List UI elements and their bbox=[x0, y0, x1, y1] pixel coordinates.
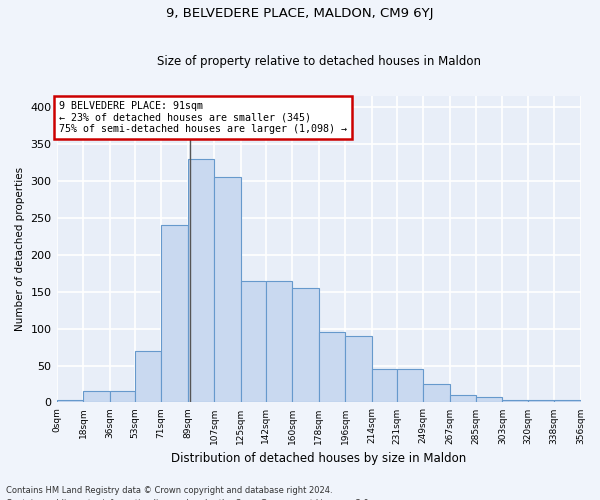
Bar bbox=[502, 400, 527, 402]
Bar bbox=[56, 400, 83, 402]
Bar bbox=[110, 392, 134, 402]
Bar bbox=[214, 178, 241, 402]
Bar bbox=[423, 384, 449, 402]
Bar bbox=[83, 392, 110, 402]
Bar bbox=[134, 351, 161, 403]
Text: Contains HM Land Registry data © Crown copyright and database right 2024.: Contains HM Land Registry data © Crown c… bbox=[6, 486, 332, 495]
Bar bbox=[449, 395, 476, 402]
Title: Size of property relative to detached houses in Maldon: Size of property relative to detached ho… bbox=[157, 56, 481, 68]
Bar bbox=[476, 398, 502, 402]
Bar bbox=[188, 159, 214, 402]
Bar bbox=[266, 280, 292, 402]
Bar bbox=[292, 288, 319, 403]
Bar bbox=[554, 400, 581, 402]
Bar bbox=[527, 400, 554, 402]
Bar bbox=[397, 369, 423, 402]
Text: Contains public sector information licensed under the Open Government Licence v3: Contains public sector information licen… bbox=[6, 498, 371, 500]
Bar bbox=[319, 332, 345, 402]
Bar bbox=[345, 336, 371, 402]
Bar bbox=[241, 280, 266, 402]
Text: 9, BELVEDERE PLACE, MALDON, CM9 6YJ: 9, BELVEDERE PLACE, MALDON, CM9 6YJ bbox=[166, 8, 434, 20]
Y-axis label: Number of detached properties: Number of detached properties bbox=[15, 167, 25, 332]
X-axis label: Distribution of detached houses by size in Maldon: Distribution of detached houses by size … bbox=[171, 452, 466, 465]
Text: 9 BELVEDERE PLACE: 91sqm
← 23% of detached houses are smaller (345)
75% of semi-: 9 BELVEDERE PLACE: 91sqm ← 23% of detach… bbox=[59, 101, 347, 134]
Bar bbox=[161, 225, 188, 402]
Bar bbox=[371, 369, 397, 402]
